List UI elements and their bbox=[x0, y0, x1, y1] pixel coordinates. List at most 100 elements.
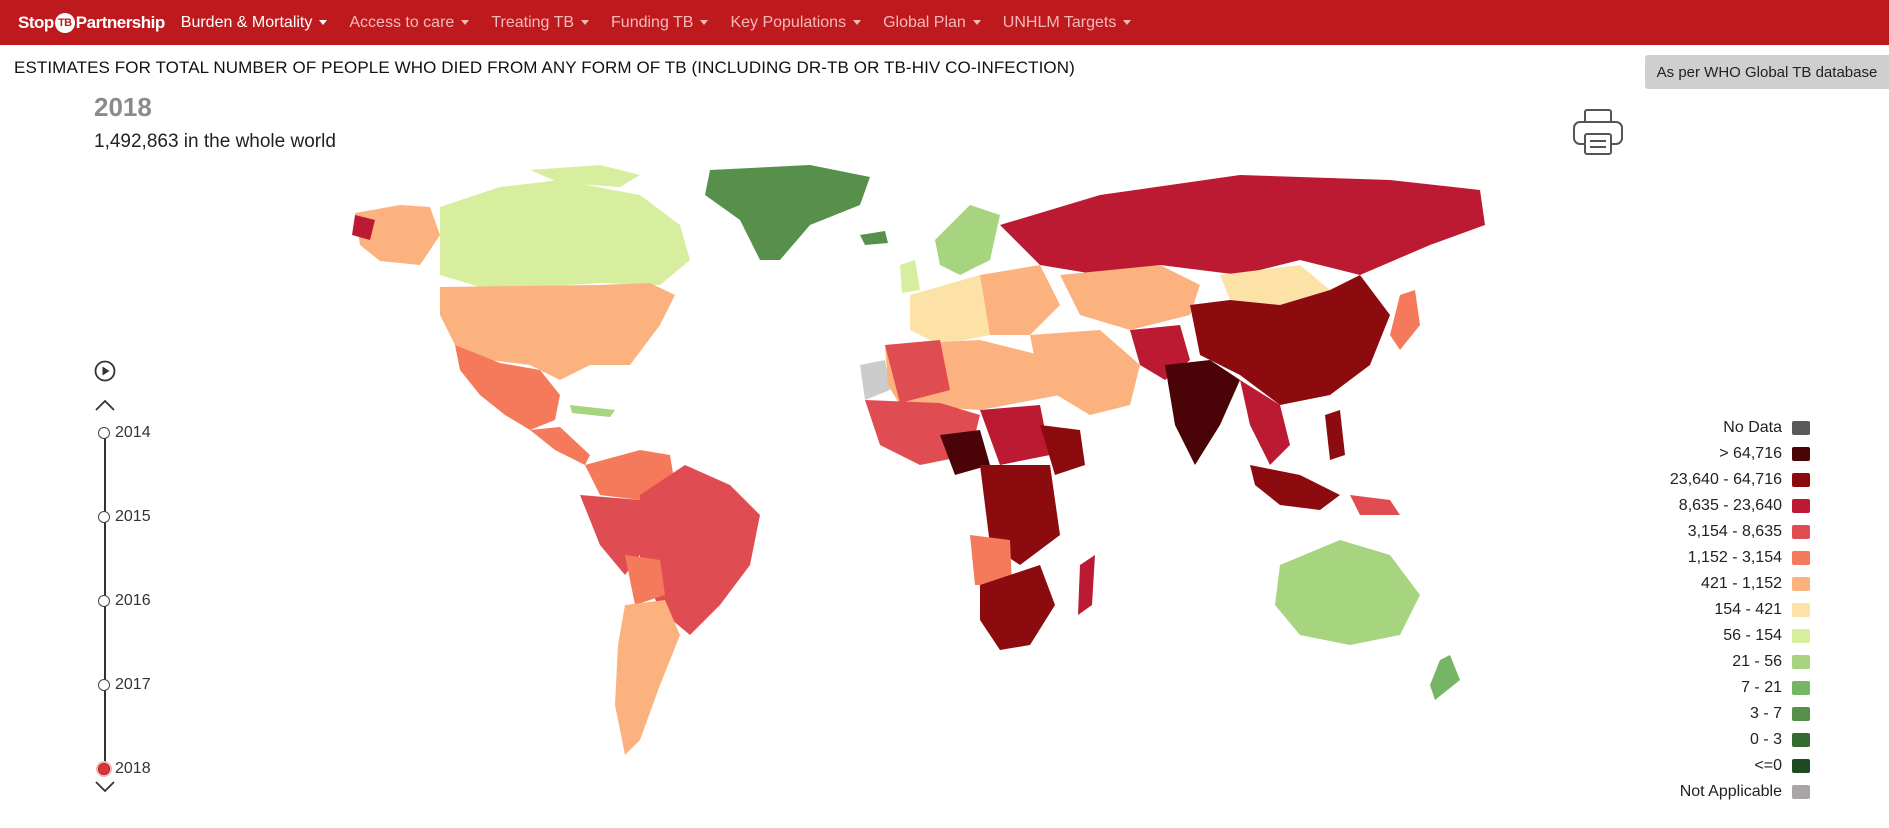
region-papua bbox=[1350, 495, 1400, 515]
region-brazil bbox=[640, 465, 760, 635]
timeline-year-2014[interactable]: 2014 bbox=[98, 424, 151, 441]
selected-year-heading: 2018 bbox=[94, 92, 152, 122]
legend-label: 7 - 21 bbox=[1741, 679, 1782, 696]
region-mongolia bbox=[1220, 265, 1330, 305]
logo-tb-badge: TB bbox=[54, 12, 75, 33]
world-choropleth-map[interactable] bbox=[340, 165, 1500, 755]
nav-funding-tb[interactable]: Funding TB bbox=[611, 13, 709, 32]
region-indonesia bbox=[1250, 465, 1340, 510]
region-china bbox=[1190, 275, 1390, 405]
region-central-america bbox=[530, 427, 590, 465]
legend-label: 0 - 3 bbox=[1749, 731, 1782, 748]
legend-swatch bbox=[1792, 577, 1810, 591]
timeline-year-2017[interactable]: 2017 bbox=[98, 676, 151, 693]
region-mexico bbox=[455, 345, 560, 430]
timeline-year-2018[interactable]: 2018 bbox=[98, 760, 151, 777]
caret-down-icon bbox=[972, 20, 981, 25]
timeline-year-label: 2018 bbox=[115, 760, 151, 777]
chevron-up-icon[interactable] bbox=[94, 398, 116, 412]
region-philippines bbox=[1325, 410, 1345, 460]
nav-burden-mortality[interactable]: Burden & Mortality bbox=[181, 14, 328, 32]
legend-swatch bbox=[1792, 603, 1810, 617]
region-southern-africa bbox=[980, 565, 1055, 650]
world-total-text: 1,492,863 in the whole world bbox=[94, 131, 336, 152]
legend-label: 8,635 - 23,640 bbox=[1678, 497, 1782, 514]
data-source-button[interactable]: As per WHO Global TB database bbox=[1645, 55, 1889, 89]
region-madagascar bbox=[1078, 555, 1095, 615]
timeline-year-2016[interactable]: 2016 bbox=[98, 592, 151, 609]
region-bolivia bbox=[625, 555, 665, 605]
nav-label: Burden & Mortality bbox=[180, 13, 313, 31]
caret-down-icon bbox=[1123, 20, 1132, 25]
timeline-year-label: 2014 bbox=[115, 424, 151, 441]
region-cuba bbox=[570, 405, 615, 417]
nav-label: Key Populations bbox=[730, 13, 847, 31]
region-eastern-europe bbox=[980, 265, 1060, 335]
nav-key-populations[interactable]: Key Populations bbox=[730, 13, 862, 32]
legend-label: 56 - 154 bbox=[1723, 627, 1782, 644]
caret-down-icon bbox=[319, 20, 328, 25]
legend-swatch bbox=[1792, 707, 1810, 721]
legend-swatch bbox=[1792, 785, 1810, 799]
caret-down-icon bbox=[581, 20, 590, 25]
nav-treating-tb[interactable]: Treating TB bbox=[491, 13, 590, 32]
region-canada-arctic bbox=[530, 165, 640, 187]
timeline-year-2015[interactable]: 2015 bbox=[98, 508, 151, 525]
legend-label: 421 - 1,152 bbox=[1701, 575, 1782, 592]
region-se-asia bbox=[1240, 380, 1290, 465]
legend-item: 21 - 56 bbox=[1600, 649, 1810, 675]
legend-item: <=0 bbox=[1600, 753, 1810, 779]
legend-item: 421 - 1,152 bbox=[1600, 571, 1810, 597]
legend-label: No Data bbox=[1723, 419, 1782, 436]
map-legend: No Data > 64,716 23,640 - 64,716 8,635 -… bbox=[1600, 415, 1810, 805]
region-new-zealand bbox=[1430, 655, 1460, 700]
legend-item: 1,152 - 3,154 bbox=[1600, 545, 1810, 571]
nav-global-plan[interactable]: Global Plan bbox=[883, 14, 981, 32]
legend-swatch bbox=[1792, 499, 1810, 513]
timeline-year-label: 2015 bbox=[115, 508, 151, 525]
region-india bbox=[1165, 360, 1240, 465]
region-nigeria bbox=[940, 430, 990, 475]
legend-item: 154 - 421 bbox=[1600, 597, 1810, 623]
timeline-dot bbox=[98, 679, 110, 691]
year-timeline: 2014 2015 2016 2017 2018 bbox=[90, 360, 210, 800]
region-alaska bbox=[355, 205, 440, 265]
play-icon[interactable] bbox=[94, 360, 116, 382]
region-iceland bbox=[860, 231, 888, 245]
legend-swatch bbox=[1792, 473, 1810, 487]
legend-label: <=0 bbox=[1754, 757, 1782, 774]
top-navbar: Stop TB Partnership Burden & Mortality A… bbox=[0, 0, 1889, 45]
print-icon[interactable] bbox=[1572, 108, 1624, 158]
nav-unhlm-targets[interactable]: UNHLM Targets bbox=[1003, 14, 1132, 32]
stop-tb-logo[interactable]: Stop TB Partnership bbox=[18, 12, 165, 33]
legend-item: 8,635 - 23,640 bbox=[1600, 493, 1810, 519]
region-canada bbox=[440, 180, 690, 287]
legend-item: 3,154 - 8,635 bbox=[1600, 519, 1810, 545]
caret-down-icon bbox=[700, 20, 709, 25]
region-russia bbox=[1000, 175, 1485, 275]
timeline-dot-active bbox=[98, 763, 110, 775]
nav-label: Treating TB bbox=[491, 13, 575, 31]
legend-swatch bbox=[1792, 681, 1810, 695]
legend-item: Not Applicable bbox=[1600, 779, 1810, 805]
timeline-dot bbox=[98, 511, 110, 523]
logo-text-partnership: Partnership bbox=[75, 12, 165, 32]
nav-label: Global Plan bbox=[883, 13, 966, 31]
legend-item: > 64,716 bbox=[1600, 441, 1810, 467]
region-ethiopia bbox=[1040, 425, 1085, 475]
region-australia bbox=[1275, 540, 1420, 645]
nav-label: Funding TB bbox=[611, 13, 694, 31]
region-west-sahara bbox=[860, 360, 890, 400]
legend-label: 1,152 - 3,154 bbox=[1687, 549, 1782, 566]
nav-access-to-care[interactable]: Access to care bbox=[349, 14, 470, 32]
caret-down-icon bbox=[461, 20, 470, 25]
legend-swatch bbox=[1792, 421, 1810, 435]
timeline-dot bbox=[98, 427, 110, 439]
chevron-down-icon[interactable] bbox=[94, 780, 116, 794]
region-usa bbox=[440, 283, 675, 380]
region-greenland bbox=[705, 165, 870, 260]
region-angola bbox=[970, 535, 1012, 585]
legend-item: 7 - 21 bbox=[1600, 675, 1810, 701]
region-argentina-chile bbox=[615, 600, 680, 755]
legend-swatch bbox=[1792, 525, 1810, 539]
